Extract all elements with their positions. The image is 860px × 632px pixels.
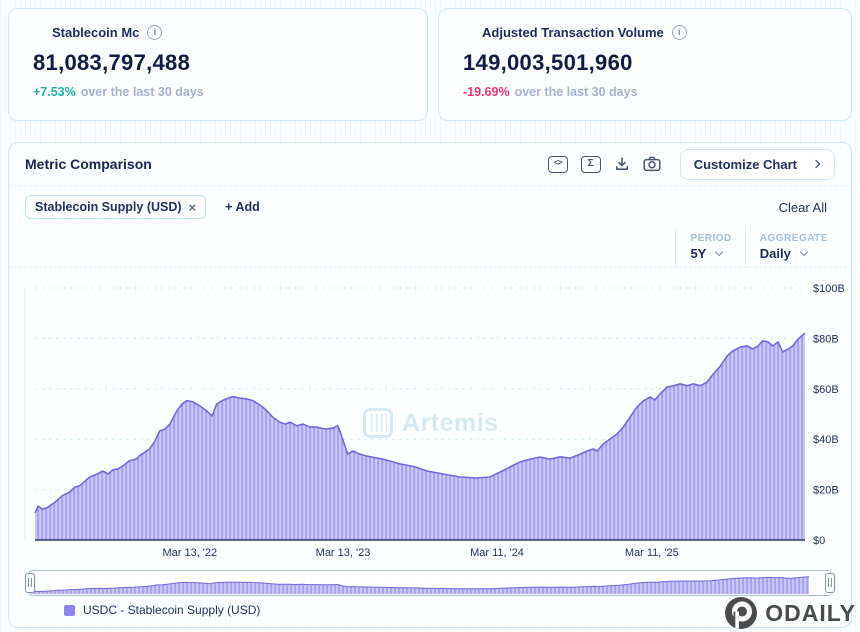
odaily-logo-icon — [725, 597, 758, 629]
sigma-icon: Σ — [580, 155, 601, 173]
camera-icon — [643, 156, 661, 172]
card-value: 81,083,797,488 — [33, 50, 191, 75]
formula-button[interactable]: Σ — [580, 155, 601, 173]
info-icon[interactable]: i — [147, 25, 163, 40]
odaily-wordmark: ODAILY — [765, 599, 856, 626]
period-select[interactable]: PERIOD 5Y — [675, 228, 744, 267]
chevron-down-icon — [715, 247, 724, 257]
adjusted-transaction-volume-card: Adjusted Transaction Volume i 149,003,50… — [438, 8, 852, 121]
grip-icon — [828, 578, 832, 587]
odaily-logo: ODAILY — [724, 596, 856, 630]
customize-chart-label: Customize Chart — [693, 156, 797, 172]
metric-chip-label: Stablecoin Supply (USD) — [35, 200, 182, 214]
svg-text:$60B: $60B — [813, 384, 839, 396]
time-range-brush[interactable] — [25, 570, 835, 596]
download-button[interactable] — [614, 156, 630, 172]
add-metric-button[interactable]: + Add — [225, 200, 260, 214]
svg-text:$100B: $100B — [813, 283, 845, 295]
metric-chips-row: Stablecoin Supply (USD) × + Add Clear Al… — [9, 186, 851, 228]
svg-text:$0: $0 — [813, 535, 825, 547]
delta-suffix: over the last 30 days — [514, 85, 638, 99]
stat-cards-row: Stablecoin Mc i 81,083,797,488 +7.53% ove… — [8, 8, 852, 121]
delta-percent: +7.53% — [33, 85, 76, 99]
chevron-down-icon — [799, 247, 809, 257]
svg-text:$80B: $80B — [813, 333, 839, 345]
screenshot-button[interactable] — [643, 156, 661, 172]
period-label: PERIOD — [690, 232, 732, 244]
metric-chip-stablecoin-supply[interactable]: Stablecoin Supply (USD) × — [25, 195, 207, 219]
aggregate-select[interactable]: AGGREGATE Daily — [744, 228, 841, 267]
svg-text:$40B: $40B — [813, 434, 839, 446]
chart-controls-row: PERIOD 5Y AGGREGATE Daily — [9, 228, 851, 268]
delta-percent: -19.69% — [463, 85, 510, 99]
grip-icon — [28, 578, 32, 587]
card-title-row: Adjusted Transaction Volume i — [482, 25, 827, 40]
card-title: Stablecoin Mc — [52, 25, 140, 40]
code-icon: <> — [547, 155, 568, 173]
aggregate-value: Daily — [759, 245, 791, 261]
svg-text:Mar 13, '23: Mar 13, '23 — [316, 547, 371, 559]
period-value: 5Y — [690, 245, 707, 261]
download-icon — [615, 157, 628, 170]
legend-label: USDC - Stablecoin Supply (USD) — [83, 603, 261, 617]
svg-text:Mar 11, '25: Mar 11, '25 — [625, 547, 679, 559]
aggregate-label: AGGREGATE — [759, 232, 828, 244]
legend-swatch — [64, 604, 75, 616]
svg-text:$20B: $20B — [813, 485, 839, 497]
embed-code-button[interactable]: <> — [547, 155, 568, 173]
chart-area: $0 $20B $40B $60B $80B $100B Mar 13, '22 Mar 13… — [9, 268, 851, 561]
clear-all-button[interactable]: Clear All — [778, 199, 827, 215]
brush-handle-left[interactable] — [25, 573, 35, 593]
stablecoin-mc-card: Stablecoin Mc i 81,083,797,488 +7.53% ove… — [8, 8, 428, 121]
area-chart[interactable]: $0 $20B $40B $60B $80B $100B Mar 13, '22 Mar 13… — [9, 268, 851, 561]
info-icon[interactable]: i — [671, 25, 687, 40]
metric-comparison-panel: Metric Comparison <> Σ Customize Chart — [8, 142, 852, 628]
brush-minimap-chart — [30, 576, 810, 594]
card-title: Adjusted Transaction Volume — [482, 25, 664, 40]
panel-toolbar: <> Σ Customize Chart — [547, 148, 835, 180]
svg-text:Mar 13, '22: Mar 13, '22 — [162, 547, 217, 559]
brush-handle-right[interactable] — [825, 573, 835, 593]
panel-title: Metric Comparison — [25, 156, 152, 172]
card-delta: +7.53% over the last 30 days — [33, 85, 403, 99]
card-delta: -19.69% over the last 30 days — [463, 85, 827, 99]
customize-chart-button[interactable]: Customize Chart — [679, 148, 835, 180]
close-icon[interactable]: × — [188, 199, 197, 215]
chevron-right-icon — [811, 159, 821, 169]
delta-suffix: over the last 30 days — [80, 85, 204, 99]
card-value: 149,003,501,960 — [463, 50, 633, 75]
card-title-row: Stablecoin Mc i — [52, 25, 403, 40]
panel-header: Metric Comparison <> Σ Customize Chart — [9, 143, 851, 186]
svg-text:Mar 11, '24: Mar 11, '24 — [470, 547, 524, 559]
chart-legend: USDC - Stablecoin Supply (USD) — [64, 603, 851, 617]
